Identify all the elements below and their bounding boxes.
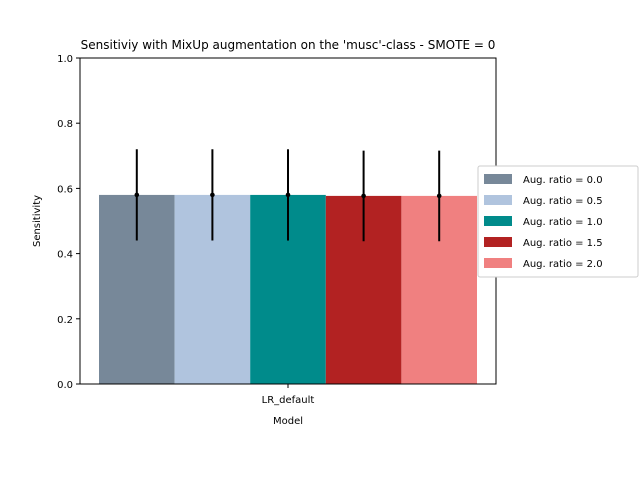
legend-label: Aug. ratio = 1.5 (523, 238, 603, 249)
y-axis: 0.0 0.2 0.4 0.6 0.8 1.0 (57, 54, 80, 391)
legend: Aug. ratio = 0.0 Aug. ratio = 0.5 Aug. rat… (477, 165, 639, 278)
y-tick-label: 0.0 (57, 380, 73, 391)
legend-label: Aug. ratio = 2.0 (523, 259, 603, 270)
mean-point (361, 193, 366, 199)
mean-point (210, 192, 215, 198)
legend-swatch (484, 216, 512, 226)
y-tick-label: 0.2 (57, 315, 73, 326)
mean-point (285, 192, 291, 198)
legend-label: Aug. ratio = 0.0 (523, 175, 603, 186)
y-tick-label: 0.4 (57, 250, 73, 261)
legend-swatch (484, 195, 512, 205)
errorbars-group (134, 149, 442, 242)
y-axis-label: Sensitivity (32, 195, 43, 247)
y-tick-label: 0.6 (57, 184, 73, 195)
legend-swatch (484, 237, 512, 247)
legend-swatch (484, 174, 512, 184)
y-tick-label: 0.8 (57, 119, 73, 130)
legend-box (477, 165, 639, 278)
x-axis-label: Model (273, 416, 303, 427)
mean-point (436, 193, 442, 199)
legend-label: Aug. ratio = 1.0 (523, 217, 603, 228)
legend-swatch (484, 258, 512, 268)
x-tick-label: LR_default (262, 395, 315, 406)
chart-title: Sensitiviy with MixUp augmentation on th… (81, 38, 496, 52)
legend-label: Aug. ratio = 0.5 (523, 196, 603, 207)
x-axis: LR_default (262, 384, 315, 406)
mean-point (134, 192, 140, 198)
y-tick-label: 1.0 (57, 54, 73, 65)
